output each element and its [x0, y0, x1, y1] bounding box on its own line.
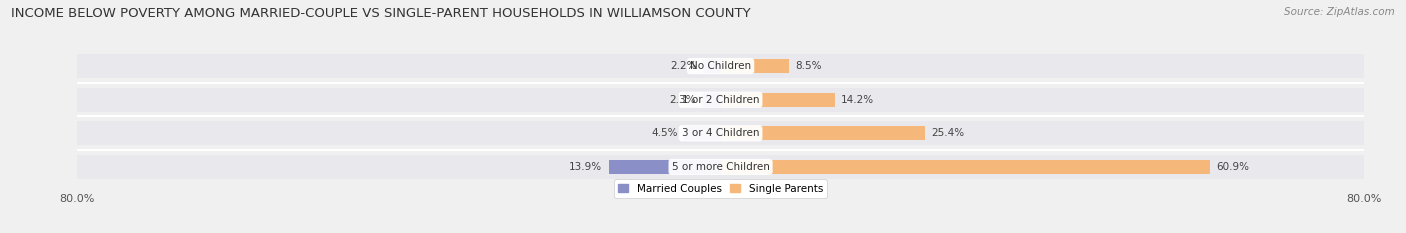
- Text: INCOME BELOW POVERTY AMONG MARRIED-COUPLE VS SINGLE-PARENT HOUSEHOLDS IN WILLIAM: INCOME BELOW POVERTY AMONG MARRIED-COUPL…: [11, 7, 751, 20]
- Bar: [77, 88, 1364, 112]
- Bar: [703, 59, 721, 73]
- Text: No Children: No Children: [690, 61, 751, 71]
- Text: 5 or more Children: 5 or more Children: [672, 162, 769, 172]
- Bar: [721, 160, 1211, 174]
- Bar: [721, 126, 925, 140]
- Text: 25.4%: 25.4%: [931, 128, 965, 138]
- Text: 2.3%: 2.3%: [669, 95, 696, 105]
- Bar: [721, 93, 835, 107]
- Bar: [702, 93, 721, 107]
- Bar: [77, 155, 1364, 179]
- Text: 4.5%: 4.5%: [651, 128, 678, 138]
- Text: 8.5%: 8.5%: [796, 61, 823, 71]
- Text: 13.9%: 13.9%: [569, 162, 602, 172]
- Bar: [77, 54, 1364, 78]
- Text: 14.2%: 14.2%: [841, 95, 875, 105]
- Bar: [685, 126, 721, 140]
- Text: 1 or 2 Children: 1 or 2 Children: [682, 95, 759, 105]
- Bar: [77, 121, 1364, 145]
- Legend: Married Couples, Single Parents: Married Couples, Single Parents: [614, 179, 827, 198]
- Text: 60.9%: 60.9%: [1216, 162, 1250, 172]
- Text: Source: ZipAtlas.com: Source: ZipAtlas.com: [1284, 7, 1395, 17]
- Text: 2.2%: 2.2%: [669, 61, 696, 71]
- Text: 3 or 4 Children: 3 or 4 Children: [682, 128, 759, 138]
- Bar: [609, 160, 721, 174]
- Bar: [721, 59, 789, 73]
